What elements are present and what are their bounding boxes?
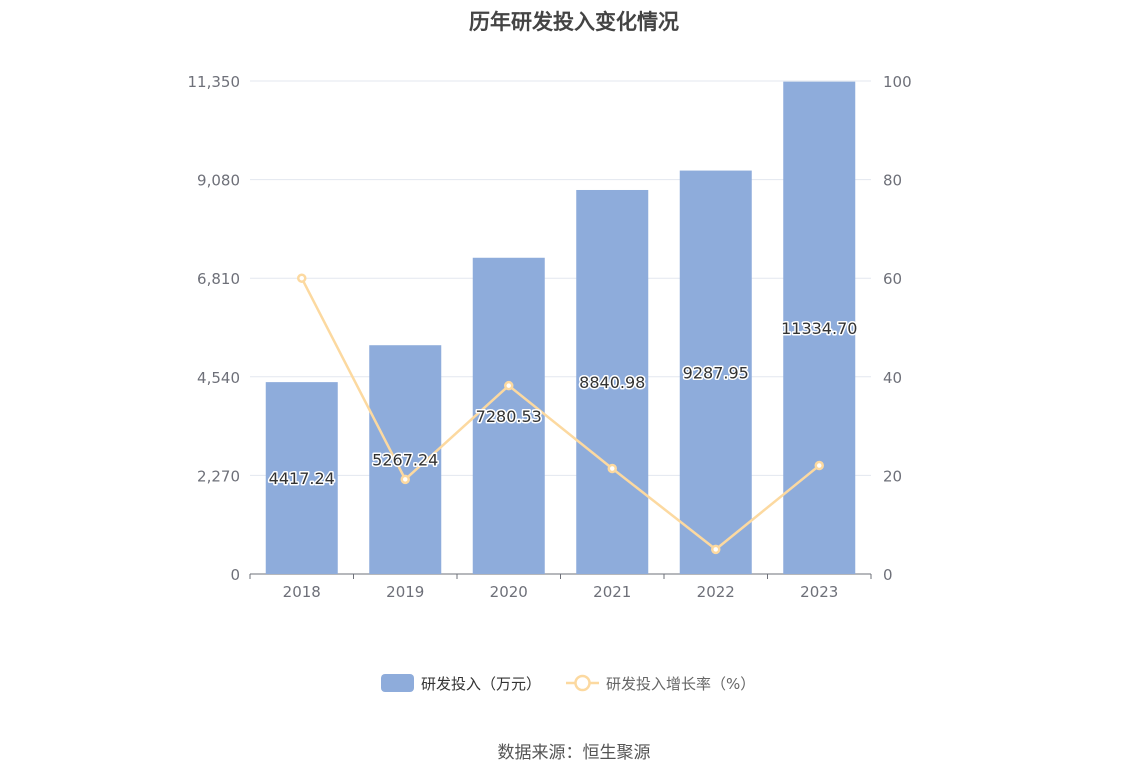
y-right-tick-label: 0 bbox=[883, 566, 893, 584]
x-tick-label: 2021 bbox=[593, 583, 631, 601]
axes: 0 0 2,270 20 4,540 40 6,810 60 9,080 80 11,350 100 2… bbox=[188, 73, 912, 601]
x-tick-label: 2023 bbox=[800, 583, 838, 601]
y-right-tick-label: 100 bbox=[883, 73, 912, 91]
x-tick-label: 2018 bbox=[283, 583, 321, 601]
bar bbox=[576, 189, 649, 574]
bar bbox=[783, 81, 856, 574]
growth-rate-point bbox=[504, 380, 514, 391]
line-series bbox=[297, 273, 824, 555]
legend-item-rd-investment[interactable]: 研发投入（万元） bbox=[381, 674, 541, 693]
grid-lines bbox=[250, 80, 871, 476]
legend-label: 研发投入增长率（%） bbox=[606, 675, 755, 693]
y-left-tick-label: 9,080 bbox=[197, 172, 240, 190]
y-left-tick-label: 0 bbox=[230, 566, 240, 584]
y-left-tick-label: 2,270 bbox=[197, 467, 240, 485]
bar-series bbox=[265, 81, 856, 575]
y-right-tick-label: 60 bbox=[883, 270, 902, 288]
bar-value-label: 4417.24 bbox=[269, 469, 335, 488]
bar-value-label: 5267.24 bbox=[372, 451, 438, 470]
growth-rate-point bbox=[814, 460, 824, 471]
y-right-tick-label: 80 bbox=[883, 172, 902, 190]
bar bbox=[679, 170, 752, 575]
legend-item-growth-rate[interactable]: 研发投入增长率（%） bbox=[566, 674, 755, 693]
y-right-tick-label: 20 bbox=[883, 467, 902, 485]
growth-rate-point bbox=[711, 544, 721, 555]
legend: 研发投入（万元） 研发投入增长率（%） bbox=[381, 674, 755, 693]
growth-rate-line bbox=[300, 277, 821, 551]
legend-swatch-bar bbox=[381, 674, 414, 692]
bar bbox=[472, 257, 545, 574]
x-tick-label: 2020 bbox=[490, 583, 528, 601]
source-note: 数据来源：恒生聚源 bbox=[497, 743, 651, 763]
x-tick-label: 2022 bbox=[697, 583, 735, 601]
bar-value-label: 8840.98 bbox=[579, 373, 645, 392]
growth-rate-point bbox=[607, 463, 617, 474]
x-tick-label: 2019 bbox=[386, 583, 424, 601]
y-left-tick-label: 4,540 bbox=[197, 369, 240, 387]
bar-value-label: 7280.53 bbox=[476, 407, 542, 426]
y-left-tick-label: 11,350 bbox=[188, 73, 241, 91]
y-left-tick-label: 6,810 bbox=[197, 270, 240, 288]
bar-value-label: 9287.95 bbox=[683, 363, 749, 382]
growth-rate-point bbox=[400, 474, 410, 485]
data-labels: 4417.24 5267.24 7280.53 8840.98 9287.95 11334… bbox=[267, 317, 859, 489]
bar-value-label: 11334.70 bbox=[781, 319, 857, 338]
legend-swatch-marker bbox=[574, 674, 591, 692]
growth-rate-point bbox=[297, 273, 307, 283]
bar bbox=[265, 382, 338, 574]
y-right-tick-label: 40 bbox=[883, 369, 902, 387]
legend-label: 研发投入（万元） bbox=[421, 675, 541, 693]
chart-title: 历年研发投入变化情况 bbox=[469, 10, 679, 34]
bar bbox=[369, 345, 442, 574]
